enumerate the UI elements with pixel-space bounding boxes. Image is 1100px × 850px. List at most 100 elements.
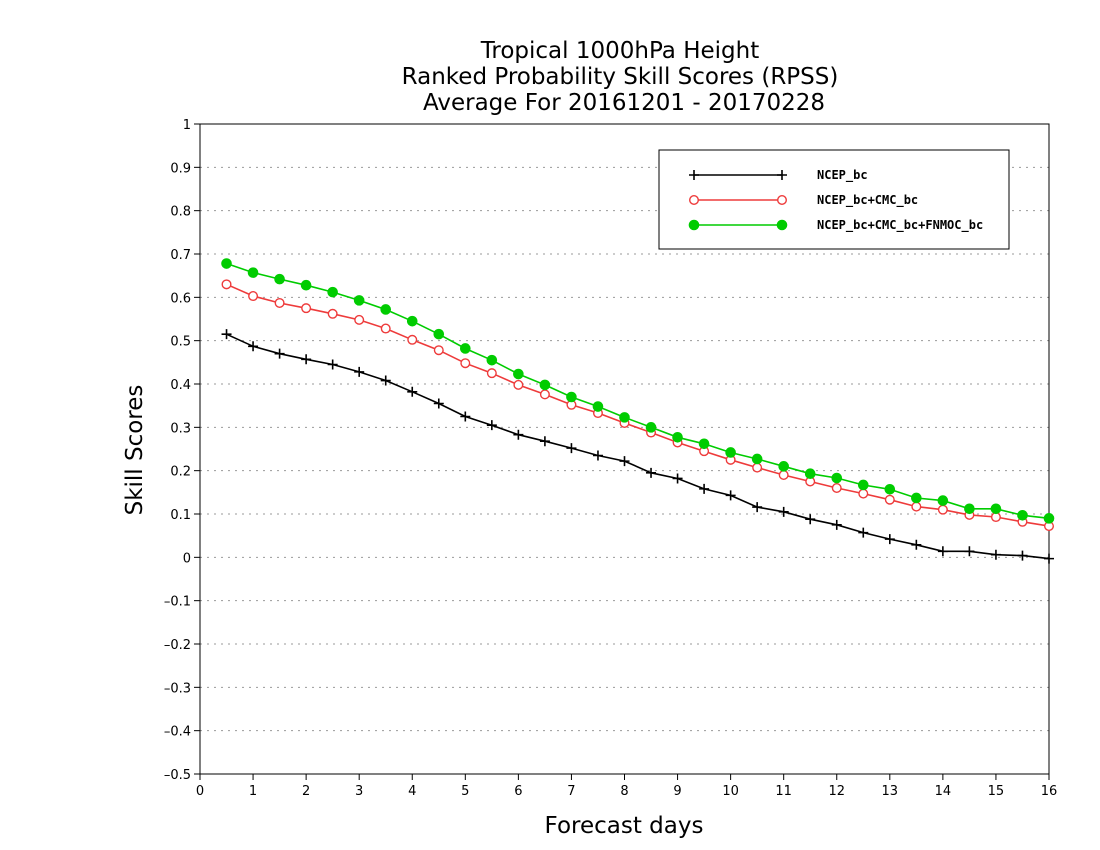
ticks-layer: –0.5 –0.4 –0.3 –0.2 –0.1 0 0.1 0.2 0.3 0.4 0.5 0.6 0… <box>164 118 1057 799</box>
data-point <box>247 267 259 278</box>
data-point <box>646 467 657 478</box>
data-point <box>937 495 949 506</box>
data-point <box>688 219 700 231</box>
data-point <box>672 473 683 484</box>
data-point <box>831 472 843 484</box>
data-point <box>858 527 869 538</box>
y-tick-label: 0.9 <box>170 161 191 176</box>
data-point <box>566 443 577 454</box>
data-point <box>248 291 259 302</box>
legend-entry: NCEP_bc+CMC_bc <box>689 193 918 208</box>
data-point <box>725 447 736 458</box>
data-point <box>911 539 922 550</box>
data-point <box>539 379 551 391</box>
data-point <box>937 546 948 557</box>
data-point <box>990 503 1002 515</box>
series-layer <box>221 258 1055 564</box>
data-point <box>884 484 896 495</box>
data-point <box>513 368 524 380</box>
data-point <box>778 506 789 517</box>
data-point <box>354 366 365 377</box>
data-point <box>460 343 471 354</box>
chart-title-line-2: Ranked Probability Skill Scores (RPSS) <box>402 64 839 90</box>
data-point <box>777 170 787 180</box>
data-point <box>698 438 710 450</box>
x-tick-label: 0 <box>196 784 204 799</box>
data-point <box>486 420 497 431</box>
y-tick-label: 1 <box>183 118 191 133</box>
y-tick-label: –0.4 <box>164 725 191 740</box>
legend-entry: NCEP_bc+CMC_bc+FNMOC_bc <box>688 218 983 233</box>
data-point <box>433 328 445 340</box>
data-point <box>406 315 418 327</box>
x-tick-label: 1 <box>249 784 257 799</box>
y-tick-label: 0.1 <box>170 508 191 523</box>
legend-label: NCEP_bc <box>817 168 868 183</box>
data-point <box>380 323 391 334</box>
data-point <box>911 501 922 512</box>
x-tick-label: 5 <box>461 784 469 799</box>
legend-label: NCEP_bc+CMC_bc+FNMOC_bc <box>817 218 983 233</box>
data-point <box>804 468 816 480</box>
legend: NCEP_bc NCEP_bc+CMC_bc NCEP_bc+CMC_bc+FNMO… <box>658 149 1010 250</box>
data-point <box>301 354 312 365</box>
data-point <box>380 375 391 386</box>
data-point <box>689 170 699 180</box>
x-tick-label: 15 <box>988 784 1005 799</box>
x-tick-label: 13 <box>882 784 899 799</box>
y-tick-label: 0.3 <box>170 421 191 436</box>
data-point <box>619 412 630 423</box>
y-tick-label: 0.7 <box>170 248 191 263</box>
series-line <box>226 333 1050 560</box>
y-axis-label: Skill Scores <box>122 385 148 516</box>
y-tick-label: 0.8 <box>170 205 191 220</box>
data-point <box>805 514 816 525</box>
data-point <box>831 519 842 530</box>
data-point <box>460 358 471 369</box>
data-point <box>990 549 1001 560</box>
data-point <box>221 329 232 340</box>
x-tick-label: 14 <box>935 784 952 799</box>
data-point <box>964 546 975 557</box>
data-point <box>566 391 577 403</box>
legend-entry: NCEP_bc <box>689 168 868 183</box>
data-point <box>248 341 259 352</box>
series-2 <box>221 279 1054 532</box>
series-line <box>226 283 1050 527</box>
y-tick-label: 0 <box>183 551 191 566</box>
data-point <box>1017 510 1028 521</box>
x-tick-label: 11 <box>775 784 792 799</box>
data-point <box>407 386 418 397</box>
x-tick-label: 9 <box>673 784 681 799</box>
y-tick-label: 0.2 <box>170 465 191 480</box>
data-point <box>301 303 312 314</box>
y-tick-label: 0.6 <box>170 291 191 306</box>
data-point <box>274 273 285 285</box>
x-tick-label: 2 <box>302 784 310 799</box>
x-tick-label: 3 <box>355 784 363 799</box>
data-point <box>539 436 550 447</box>
x-tick-label: 12 <box>828 784 845 799</box>
x-tick-label: 10 <box>722 784 739 799</box>
data-point <box>1017 550 1028 561</box>
data-point <box>433 345 444 356</box>
data-point <box>221 279 232 290</box>
data-point <box>221 258 232 269</box>
data-point <box>539 389 550 400</box>
data-point <box>831 483 842 494</box>
x-axis-label: Forecast days <box>545 813 704 839</box>
data-point <box>699 483 710 494</box>
series-1 <box>221 329 1054 564</box>
y-tick-label: –0.3 <box>164 681 191 696</box>
data-point <box>776 219 788 231</box>
y-tick-label: 0.4 <box>170 378 191 393</box>
data-point <box>884 494 895 505</box>
data-point <box>857 479 869 491</box>
data-point <box>274 348 285 359</box>
data-point <box>964 503 975 515</box>
data-point <box>752 502 763 513</box>
data-point <box>460 411 471 422</box>
x-tick-label: 16 <box>1041 784 1058 799</box>
data-point <box>619 456 630 467</box>
